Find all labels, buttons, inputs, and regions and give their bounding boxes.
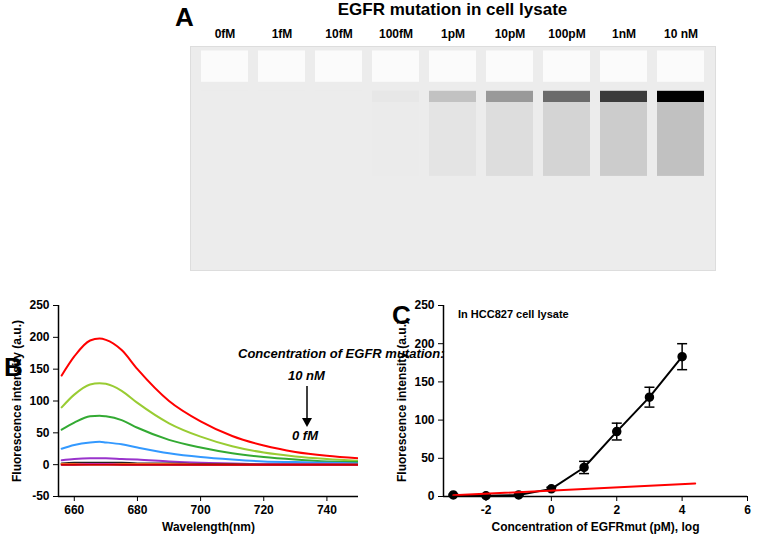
svg-text:2: 2 (613, 503, 620, 517)
svg-text:0fM: 0fM (215, 27, 236, 41)
svg-text:100: 100 (414, 413, 434, 427)
svg-text:0: 0 (548, 503, 555, 517)
svg-text:680: 680 (127, 503, 147, 517)
svg-text:10pM: 10pM (495, 27, 526, 41)
svg-text:1nM: 1nM (612, 27, 636, 41)
svg-text:200: 200 (29, 330, 49, 344)
svg-text:10 nM: 10 nM (664, 27, 698, 41)
svg-text:0: 0 (43, 458, 50, 472)
svg-text:1pM: 1pM (441, 27, 465, 41)
svg-text:-2: -2 (481, 503, 492, 517)
svg-text:720: 720 (254, 503, 274, 517)
svg-text:250: 250 (29, 298, 49, 312)
svg-text:100fM: 100fM (379, 27, 413, 41)
svg-text:50: 50 (421, 451, 435, 465)
svg-text:660: 660 (64, 503, 84, 517)
svg-text:150: 150 (414, 375, 434, 389)
svg-text:Fluorescence intensity (a.u.): Fluorescence intensity (a.u.) (395, 320, 409, 482)
svg-text:-50: -50 (32, 489, 50, 503)
svg-text:Concentration of EGFRmut (pM),: Concentration of EGFRmut (pM), log (492, 520, 700, 534)
svg-text:4: 4 (679, 503, 686, 517)
svg-text:100pM: 100pM (548, 27, 585, 41)
svg-text:6: 6 (744, 503, 751, 517)
svg-text:0: 0 (428, 489, 435, 503)
svg-text:1fM: 1fM (272, 27, 293, 41)
svg-text:700: 700 (191, 503, 211, 517)
svg-text:740: 740 (317, 503, 337, 517)
svg-text:Wavelength(nm): Wavelength(nm) (162, 520, 255, 534)
svg-text:100: 100 (29, 394, 49, 408)
svg-text:10fM: 10fM (325, 27, 352, 41)
svg-text:Fluorescence intensity (a.u.): Fluorescence intensity (a.u.) (10, 320, 24, 482)
svg-text:150: 150 (29, 362, 49, 376)
svg-text:50: 50 (36, 426, 50, 440)
svg-text:250: 250 (414, 298, 434, 312)
